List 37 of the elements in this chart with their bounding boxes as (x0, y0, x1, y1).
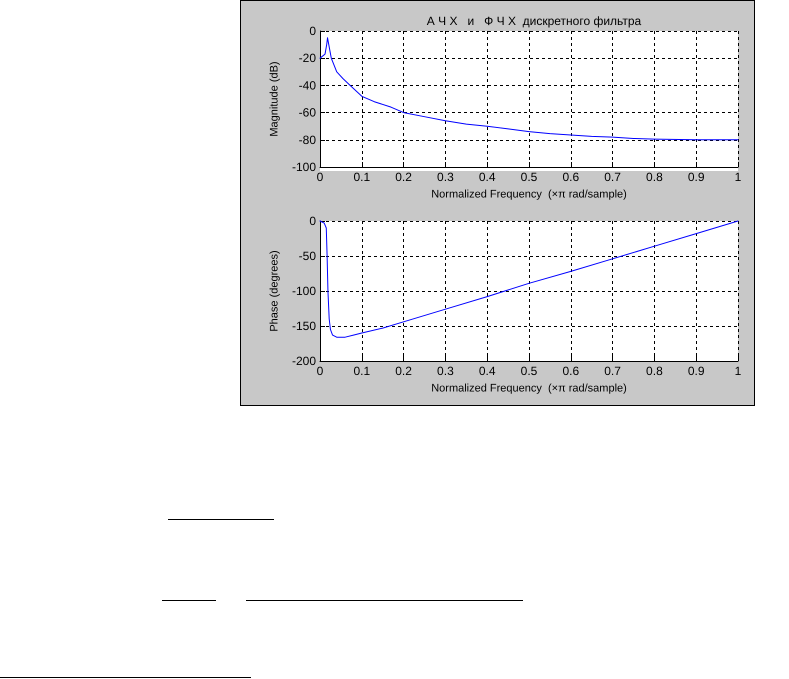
y-tick-label: 0 (309, 214, 316, 228)
y-tick-label: -200 (292, 354, 316, 368)
y-tick-label: -60 (298, 106, 316, 120)
x-tick-label: 0.8 (646, 364, 664, 378)
y-tick-label: -100 (292, 160, 316, 174)
x-tick-label: 0.5 (520, 170, 538, 184)
x-tick-label: 0.8 (646, 170, 664, 184)
y-tick-label: 0 (309, 24, 316, 38)
x-tick-label: 0.6 (562, 364, 580, 378)
x-tick-label: 0.7 (604, 364, 622, 378)
y-tick-label: -100 (292, 284, 316, 298)
x-tick-label: 0.6 (562, 170, 580, 184)
x-tick-label: 0.2 (395, 364, 412, 378)
line-series (320, 37, 738, 140)
x-axis-title: Normalized Frequency (×π rad/sample) (431, 188, 627, 200)
y-tick-label: -150 (292, 319, 316, 333)
x-tick-label: 0.1 (353, 364, 370, 378)
x-tick-label: 0.5 (520, 364, 538, 378)
x-tick-label: 0.2 (395, 170, 412, 184)
chart-title: А Ч Х и Ф Ч Х дискретного фильтра (426, 14, 642, 28)
y-axis-title: Phase (degrees) (268, 250, 280, 332)
x-tick-label: 0.1 (353, 170, 370, 184)
x-tick-label: 0.4 (478, 364, 496, 378)
x-tick-label: 0.9 (688, 364, 705, 378)
x-tick-label: 1 (734, 364, 742, 378)
x-tick-label: 1 (734, 170, 742, 184)
x-tick-label: 0.9 (688, 170, 705, 184)
x-tick-label: 0.3 (437, 364, 454, 378)
x-axis-title: Normalized Frequency (×π rad/sample) (431, 382, 627, 394)
y-tick-label: -50 (298, 249, 316, 263)
x-tick-label: 0.3 (437, 170, 454, 184)
y-tick-label: -20 (298, 51, 316, 66)
x-tick-label: 0.7 (604, 170, 622, 184)
y-axis-title: Magnitude (dB) (268, 61, 280, 137)
y-tick-label: -80 (298, 132, 316, 147)
y-tick-label: -40 (298, 78, 316, 92)
x-tick-label: 0.4 (478, 170, 496, 184)
